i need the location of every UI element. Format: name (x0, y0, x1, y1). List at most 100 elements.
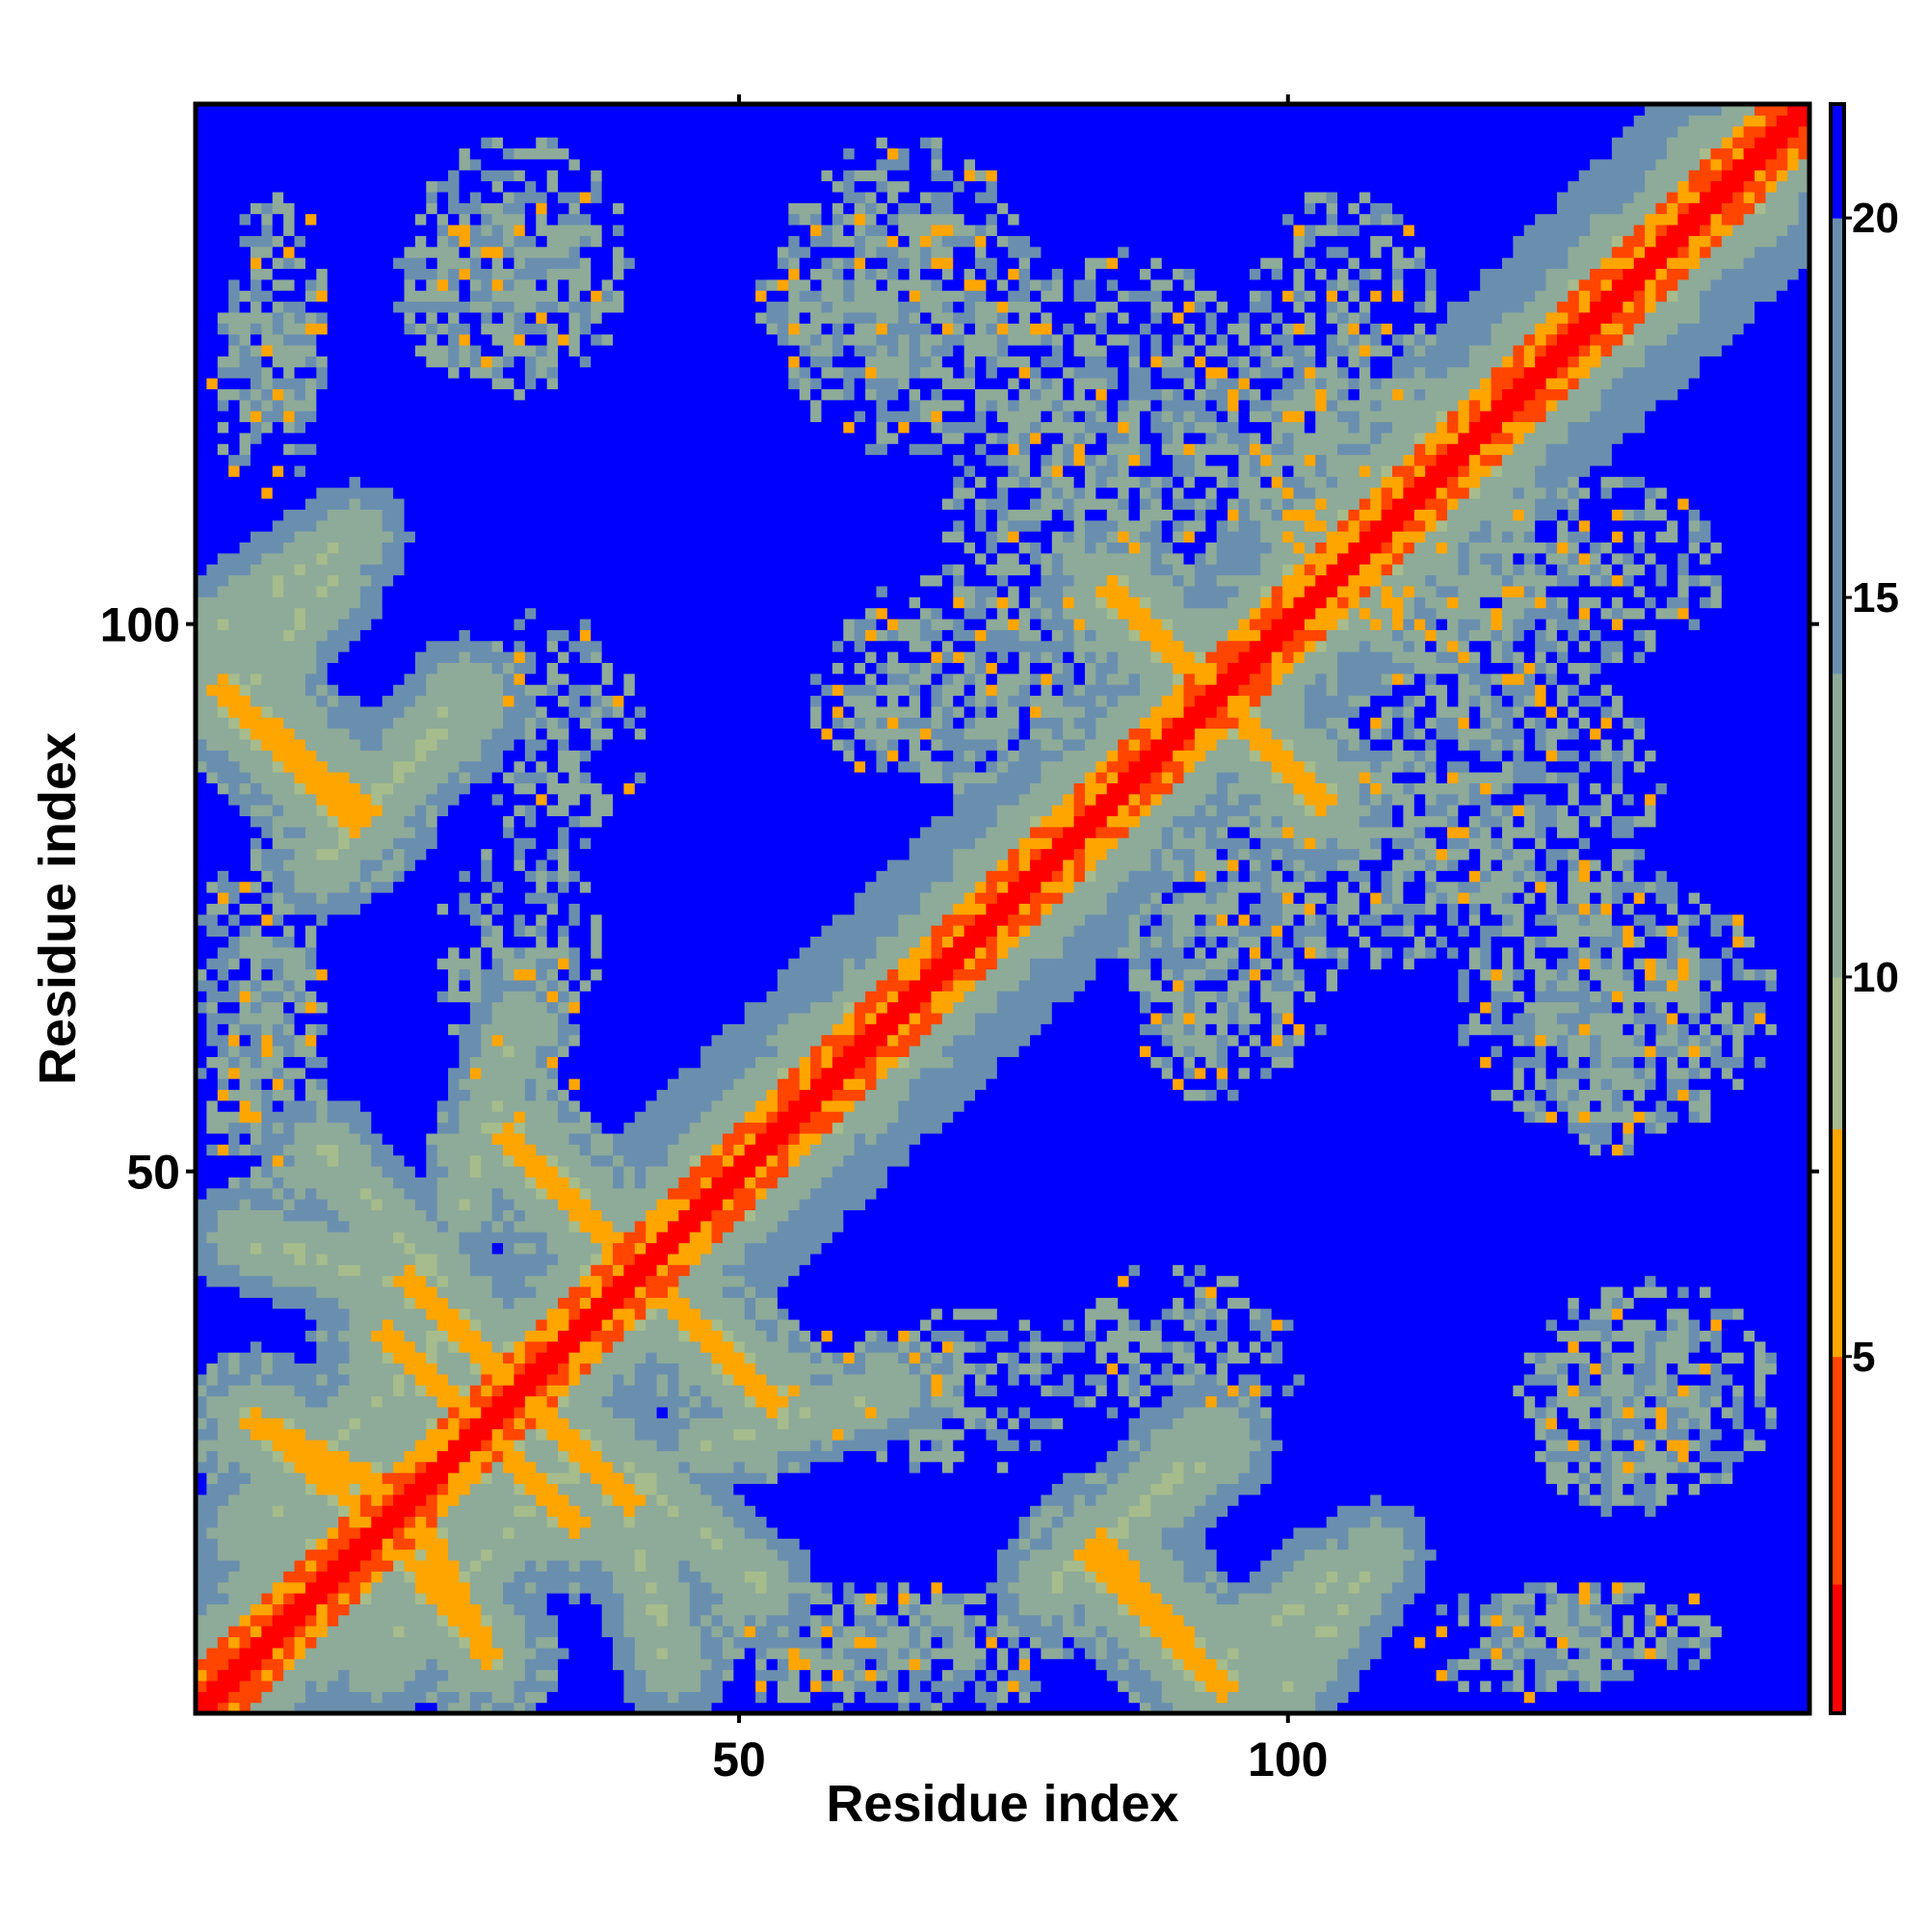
heatmap-cell (1063, 1352, 1096, 1364)
heatmap-cell (481, 968, 504, 981)
heatmap-cell (536, 1581, 570, 1594)
heatmap-cell (1645, 891, 1657, 904)
heatmap-cell (436, 1494, 461, 1506)
heatmap-cell (986, 1406, 998, 1418)
heatmap-cell (1732, 958, 1745, 970)
heatmap-cell (975, 1385, 998, 1397)
heatmap-cell (228, 936, 241, 948)
heatmap-cell (1600, 1330, 1613, 1342)
heatmap-cell (1063, 859, 1075, 871)
heatmap-cell (832, 1680, 856, 1692)
heatmap-cell (799, 1669, 811, 1681)
heatmap-cell (975, 1691, 998, 1704)
heatmap-cell (996, 750, 1009, 762)
heatmap-cell (1041, 771, 1086, 783)
heatmap-cell (1721, 958, 1733, 970)
heatmap-cell (1216, 1078, 1228, 1091)
heatmap-cell (964, 1593, 988, 1604)
heatmap-cell (491, 1209, 504, 1222)
heatmap-cell (1008, 1636, 1020, 1649)
heatmap-cell (1710, 1395, 1723, 1408)
heatmap-cell (503, 750, 526, 762)
heatmap-cell (1655, 1505, 1810, 1518)
heatmap-cell (359, 1581, 372, 1594)
heatmap-cell (810, 1614, 823, 1627)
heatmap-cell (1194, 1012, 1228, 1024)
heatmap-cell (1304, 705, 1360, 718)
heatmap-cell (1611, 1483, 1623, 1495)
heatmap-cell (239, 1144, 251, 1156)
heatmap-cell (733, 1199, 756, 1211)
heatmap-cell (953, 925, 965, 937)
heatmap-cell (1348, 618, 1371, 630)
heatmap-cell (196, 1385, 207, 1397)
heatmap-cell (503, 673, 515, 685)
heatmap-cell (1523, 881, 1536, 893)
heatmap-cell (514, 837, 537, 850)
heatmap-cell (503, 1242, 515, 1255)
heatmap-cell (591, 705, 603, 718)
heatmap-cell (536, 782, 548, 795)
heatmap-cell (250, 1428, 306, 1441)
heatmap-cell (1468, 979, 1492, 992)
heatmap-cell (1600, 607, 1613, 620)
heatmap-cell (250, 1603, 274, 1616)
heatmap-cell (931, 1340, 943, 1353)
heatmap-cell (886, 1122, 943, 1134)
heatmap-cell (646, 1319, 679, 1331)
heatmap-cell (996, 1691, 1009, 1704)
heatmap-cell (1139, 1023, 1163, 1036)
heatmap-cell (228, 1691, 262, 1704)
heatmap-cell (239, 1352, 262, 1364)
heatmap-cell (206, 1275, 274, 1287)
heatmap-cell (1590, 870, 1602, 883)
heatmap-cell (1480, 618, 1492, 630)
heatmap-cell (1600, 782, 1613, 795)
heatmap-cell (1041, 738, 1064, 751)
heatmap-cell (206, 1231, 394, 1244)
heatmap-cell (1458, 673, 1470, 685)
heatmap-cell (1018, 859, 1031, 871)
heatmap-cell (304, 1626, 329, 1638)
heatmap-cell (503, 1209, 515, 1222)
heatmap-cell (920, 684, 933, 697)
heatmap-cell (359, 1505, 383, 1518)
heatmap-cell (1183, 859, 1196, 871)
heatmap-cell (843, 1626, 866, 1638)
heatmap-cell (1304, 913, 1316, 926)
heatmap-cell (436, 805, 449, 817)
heatmap-cell (1645, 1045, 1657, 1057)
heatmap-cell (1249, 618, 1273, 630)
heatmap-cell (953, 1406, 987, 1418)
heatmap-cell (1535, 1691, 1810, 1704)
heatmap-cell (996, 891, 1031, 904)
heatmap-cell (196, 1559, 241, 1572)
heatmap-cell (920, 1352, 933, 1364)
heatmap-cell (514, 673, 526, 685)
heatmap-cell (272, 1154, 284, 1167)
heatmap-cell (1205, 946, 1218, 959)
heatmap-cell (722, 1373, 734, 1386)
heatmap-cell (1468, 913, 1481, 926)
heatmap-cell (1106, 1472, 1119, 1485)
heatmap-cell (371, 793, 383, 806)
heatmap-cell (1370, 870, 1383, 883)
heatmap-cell (546, 662, 559, 675)
heatmap-cell (316, 662, 329, 675)
heatmap-cell (1063, 1571, 1086, 1583)
heatmap-cell (1523, 1067, 1536, 1079)
heatmap-cell (941, 684, 965, 697)
heatmap-cell (941, 738, 998, 751)
heatmap-cell (1084, 651, 1096, 663)
heatmap-cell (316, 1045, 461, 1057)
heatmap-cell (359, 1132, 383, 1145)
heatmap-cell (1205, 1581, 1218, 1594)
heatmap-cell (1370, 782, 1383, 795)
heatmap-cell (1095, 1461, 1130, 1473)
heatmap-cell (865, 1352, 899, 1364)
heatmap-cell (1688, 925, 1712, 937)
heatmap-cell (1732, 1461, 1810, 1473)
heatmap-cell (941, 1593, 965, 1604)
heatmap-cell (941, 1352, 954, 1364)
heatmap-cell (568, 1450, 603, 1463)
